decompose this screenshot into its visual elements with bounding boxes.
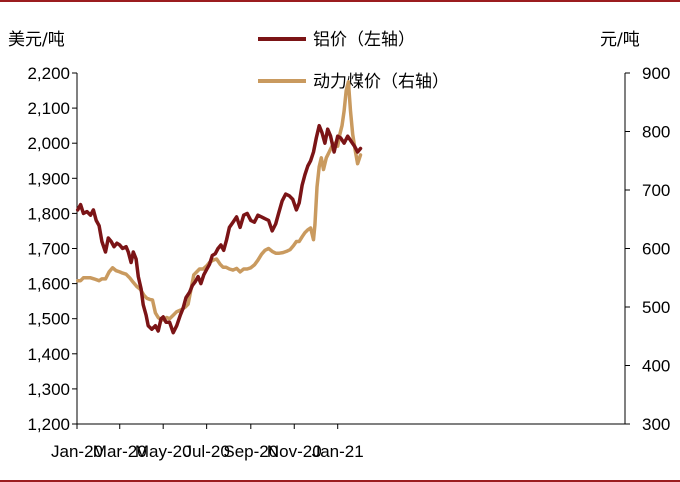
left-tick-label: 2,200 (27, 64, 70, 83)
legend-label-coal: 动力煤价（右轴） (313, 72, 449, 92)
left-tick-label: 1,800 (27, 204, 70, 223)
right-tick-label: 500 (642, 298, 670, 317)
x-tick-label: Sep-20 (223, 442, 278, 461)
right-tick-label: 600 (642, 240, 670, 259)
left-tick-label: 1,400 (27, 345, 70, 364)
right-tick-label: 900 (642, 64, 670, 83)
x-axis-ticks: Jan-20Mar-20May-20Jul-20Sep-20Nov-20Jan-… (51, 424, 364, 461)
x-tick-label: Jan-21 (312, 442, 364, 461)
x-tick-label: Jul-20 (183, 442, 229, 461)
right-axis-ticks: 300 400 500 600 700 800 900 (625, 64, 670, 434)
left-tick-label: 1,200 (27, 415, 70, 434)
legend-label-aluminum: 铝价（左轴） (313, 30, 415, 50)
x-tick-label: May-20 (135, 442, 192, 461)
left-tick-label: 1,700 (27, 240, 70, 259)
right-tick-label: 800 (642, 123, 670, 142)
left-tick-label: 1,500 (27, 310, 70, 329)
legend: 铝价（左轴） 动力煤价（右轴） (258, 30, 449, 92)
left-axis-ticks: 1,200 1,300 1,400 1,500 1,600 1,700 1,800 1,900… (27, 64, 77, 434)
right-tick-label: 300 (642, 415, 670, 434)
left-tick-label: 1,600 (27, 275, 70, 294)
left-tick-label: 2,100 (27, 99, 70, 118)
left-tick-label: 1,300 (27, 380, 70, 399)
x-tick-label: Jan-20 (51, 442, 103, 461)
left-axis-unit: 美元/吨 (8, 30, 65, 50)
x-tick-label: Nov-20 (267, 442, 322, 461)
series-line-aluminum (75, 123, 363, 335)
series-lines (75, 80, 363, 335)
series-line-coal (75, 80, 363, 322)
left-tick-label: 1,900 (27, 169, 70, 188)
right-axis-unit: 元/吨 (600, 30, 640, 50)
left-tick-label: 2,000 (27, 134, 70, 153)
right-tick-label: 400 (642, 357, 670, 376)
right-tick-label: 700 (642, 181, 670, 200)
x-tick-label: Mar-20 (93, 442, 147, 461)
